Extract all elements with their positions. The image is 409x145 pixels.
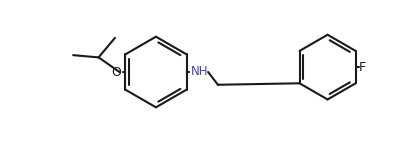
Text: F: F [359, 61, 366, 74]
Text: NH: NH [191, 65, 208, 78]
Text: O: O [112, 66, 121, 78]
